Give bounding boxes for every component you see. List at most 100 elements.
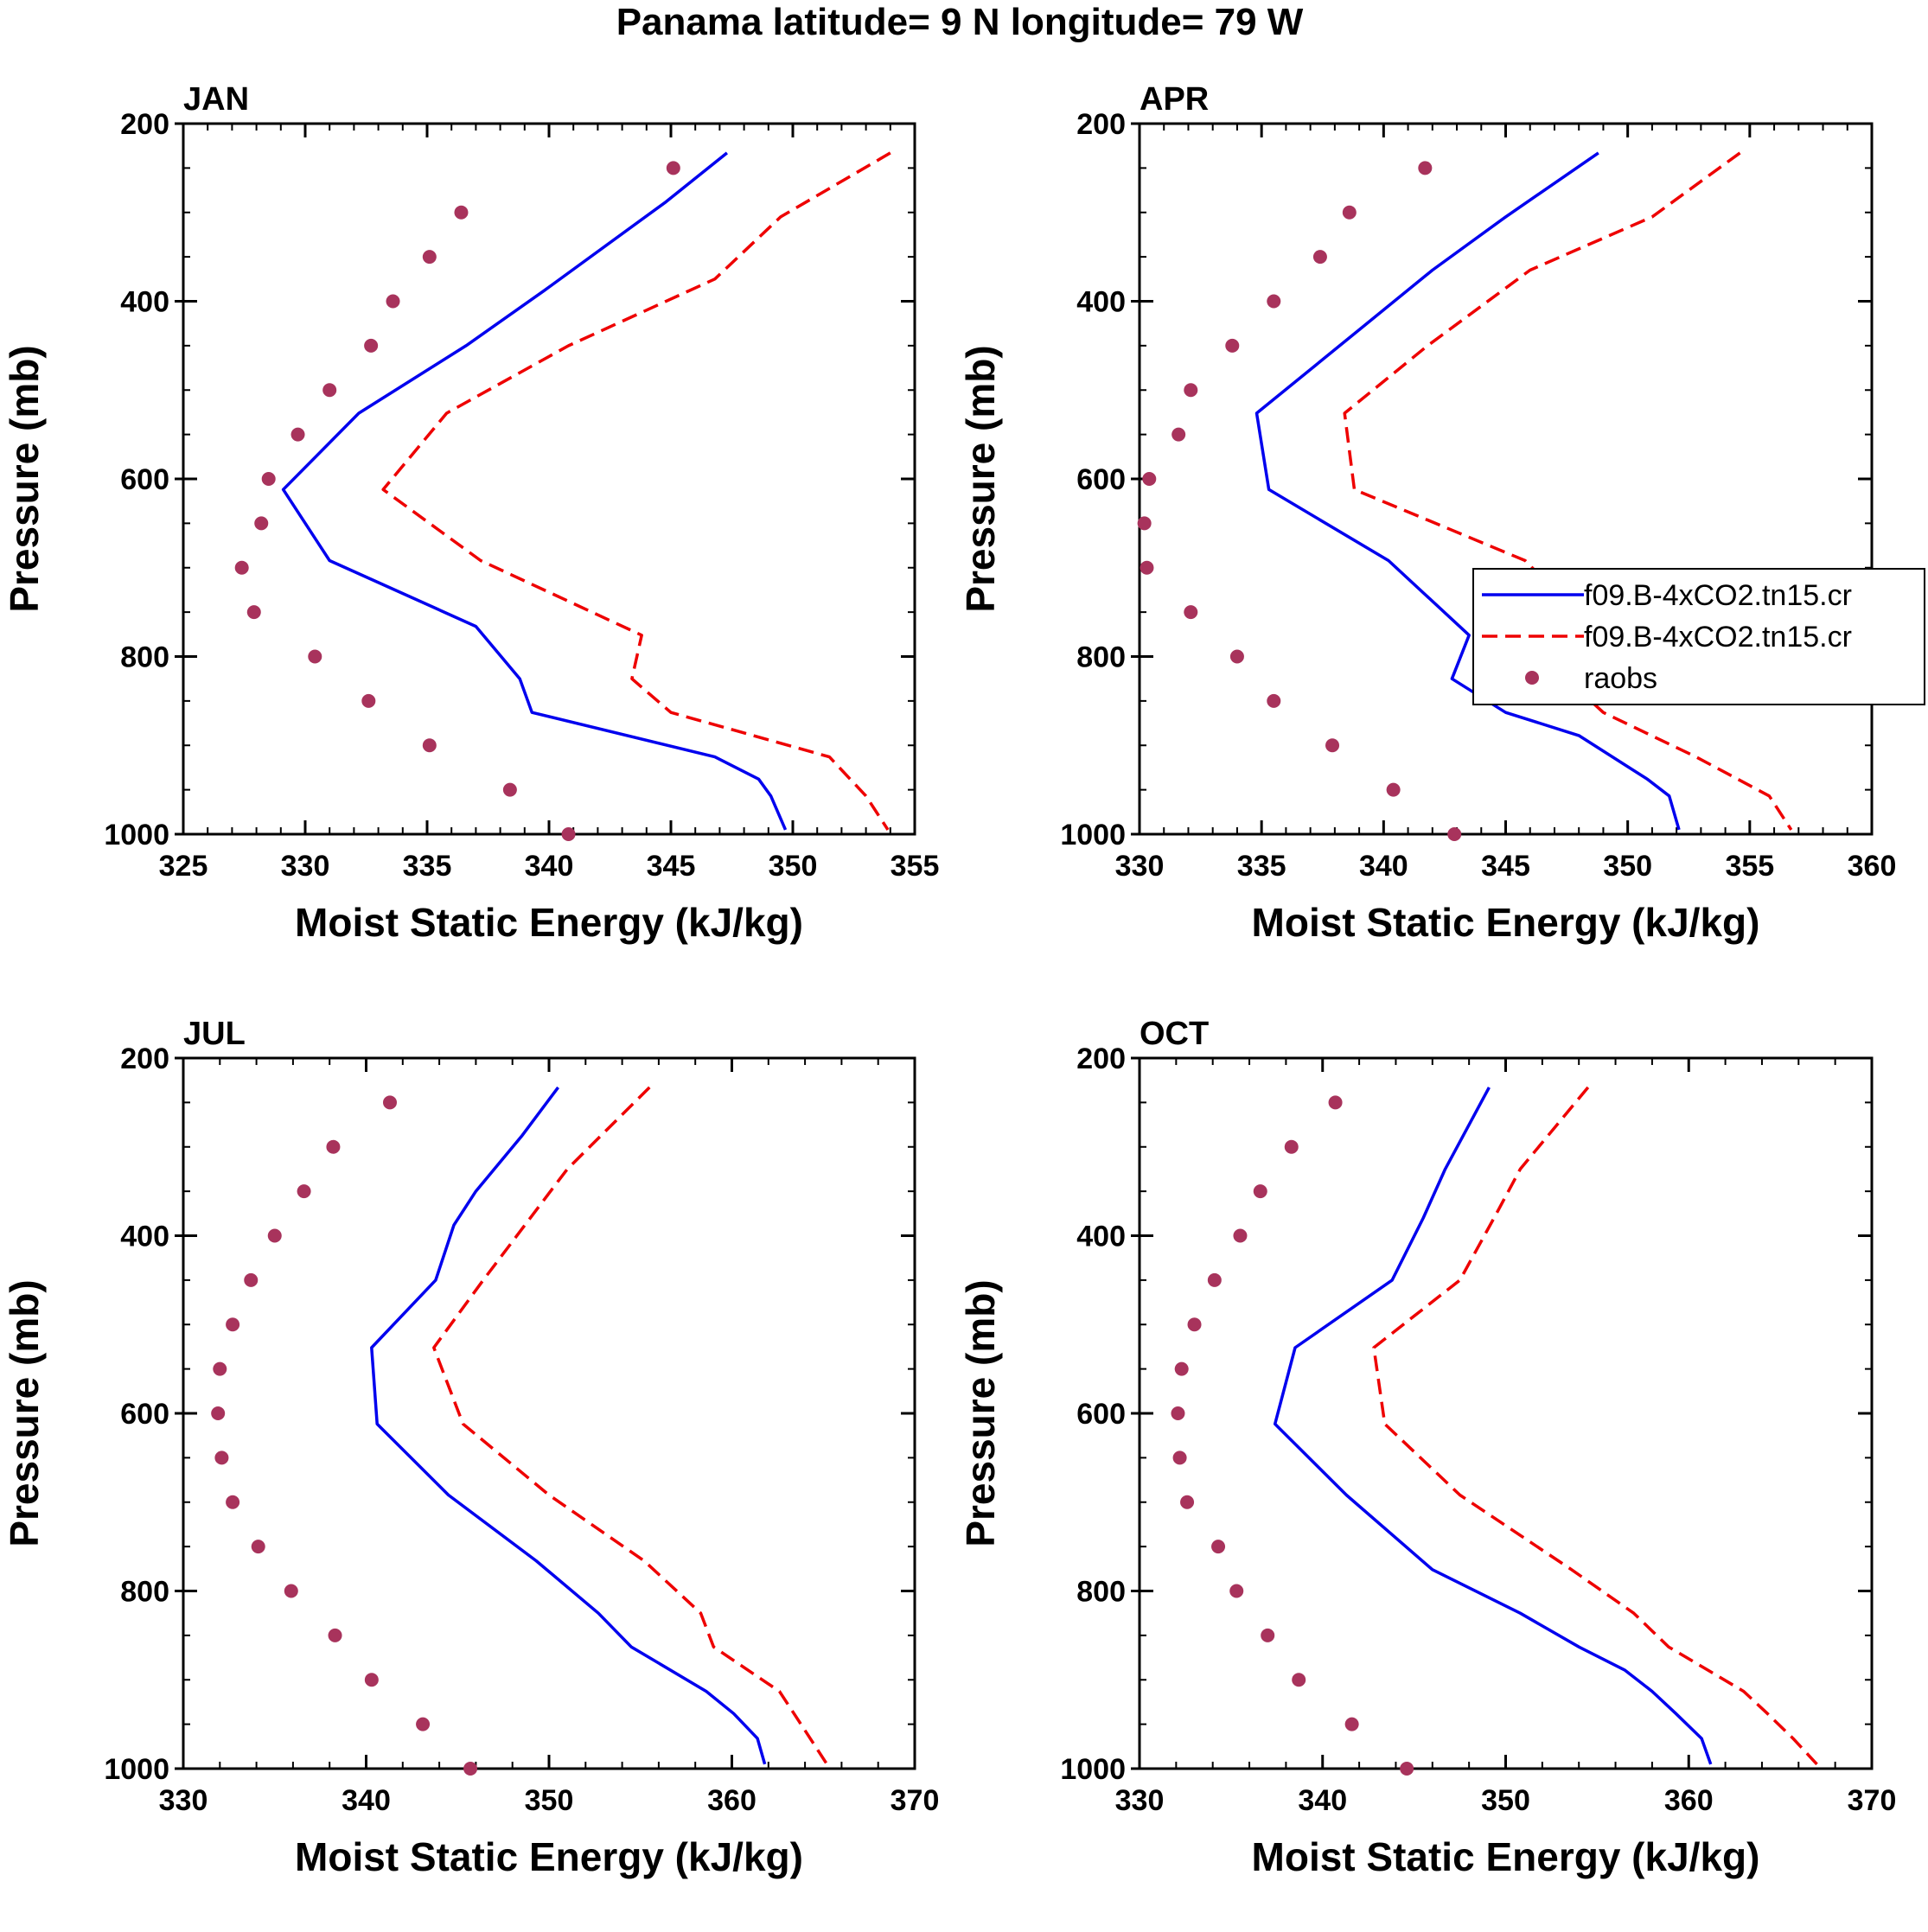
figure-title: Panama latitude= 9 N longitude= 79 W xyxy=(616,1,1304,43)
raobs-point xyxy=(322,383,337,398)
y-tick-label: 600 xyxy=(1076,1398,1126,1431)
raobs-point xyxy=(1253,1184,1267,1199)
series-line-solid xyxy=(1273,1087,1713,1765)
raobs-point xyxy=(1447,827,1462,841)
raobs-point xyxy=(1184,383,1198,398)
y-tick-label: 800 xyxy=(1076,641,1126,674)
x-tick-label: 335 xyxy=(1237,850,1286,883)
legend-box xyxy=(1472,568,1925,705)
x-tick-label: 360 xyxy=(1848,850,1897,883)
panel-apr: APR 330 335 340 345 350 355 360 200 400 600 800 1000… xyxy=(958,81,1896,945)
legend: f09.B-4xCO2.tn15.cr f09.B-4xCO2.tn15.cr ra… xyxy=(1472,568,1925,705)
panel-label: APR xyxy=(1140,81,1209,118)
raobs-point xyxy=(213,1361,227,1376)
y-tick-label: 800 xyxy=(120,1576,169,1609)
raobs-point xyxy=(1292,1673,1306,1687)
raobs-point xyxy=(1267,294,1281,309)
y-tick-label: 800 xyxy=(1076,1576,1126,1609)
x-tick-label: 345 xyxy=(647,850,696,883)
y-axis-title: Pressure (mb) xyxy=(958,1279,1003,1546)
raobs-point xyxy=(1225,338,1240,353)
y-axis-title: Pressure (mb) xyxy=(2,1279,47,1546)
raobs-point xyxy=(234,560,249,575)
raobs-point xyxy=(1142,472,1157,486)
series-line-dashed xyxy=(381,151,891,831)
raobs-point xyxy=(361,693,376,708)
raobs-point xyxy=(1328,1095,1343,1110)
plot-frame xyxy=(1138,122,1874,836)
y-tick-label: 400 xyxy=(1076,286,1126,319)
raobs-point xyxy=(1267,693,1281,708)
raobs-point xyxy=(1171,427,1186,442)
panel-label: OCT xyxy=(1140,1016,1209,1052)
y-tick-label: 200 xyxy=(1076,1043,1126,1075)
raobs-point xyxy=(308,649,322,664)
y-tick-label: 600 xyxy=(1076,463,1126,496)
x-tick-label: 345 xyxy=(1481,850,1530,883)
x-tick-label: 340 xyxy=(525,850,574,883)
series-line-solid xyxy=(370,1086,767,1765)
y-tick-label: 600 xyxy=(120,463,169,496)
raobs-point xyxy=(1140,560,1154,575)
x-tick-label: 360 xyxy=(1664,1784,1714,1817)
raobs-point xyxy=(1386,782,1401,797)
y-axis-title: Pressure (mb) xyxy=(2,345,47,612)
raobs-point xyxy=(1180,1495,1195,1509)
x-tick-label: 335 xyxy=(403,850,452,883)
x-tick-label: 340 xyxy=(1359,850,1408,883)
series-line-solid xyxy=(1254,151,1681,831)
raobs-point xyxy=(254,516,269,531)
raobs-point xyxy=(1171,1406,1185,1420)
x-tick-label: 370 xyxy=(891,1784,940,1817)
raobs-point xyxy=(328,1628,342,1642)
raobs-point xyxy=(1172,1451,1187,1465)
x-tick-label: 350 xyxy=(1603,850,1652,883)
y-tick-label: 200 xyxy=(1076,108,1126,141)
raobs-point xyxy=(1211,1540,1226,1554)
raobs-point xyxy=(1174,1361,1189,1376)
raobs-point xyxy=(226,1317,240,1332)
x-tick-label: 355 xyxy=(891,850,940,883)
x-tick-label: 340 xyxy=(342,1784,391,1817)
x-tick-label: 330 xyxy=(1115,1784,1165,1817)
raobs-point xyxy=(284,1584,298,1598)
raobs-point xyxy=(1233,1228,1248,1243)
raobs-point xyxy=(502,782,517,797)
x-tick-label: 350 xyxy=(769,850,818,883)
x-axis-title: Moist Static Energy (kJ/kg) xyxy=(1252,1834,1760,1879)
y-tick-label: 200 xyxy=(120,108,169,141)
raobs-point xyxy=(1229,649,1244,664)
x-tick-label: 330 xyxy=(1115,850,1165,883)
raobs-point xyxy=(1207,1272,1222,1287)
raobs-point xyxy=(1418,161,1433,175)
x-tick-label: 355 xyxy=(1725,850,1774,883)
y-tick-label: 1000 xyxy=(104,1753,169,1786)
x-tick-label: 330 xyxy=(159,1784,208,1817)
raobs-point xyxy=(261,472,276,486)
raobs-point xyxy=(246,605,261,620)
raobs-point xyxy=(454,205,469,220)
raobs-point xyxy=(267,1228,282,1243)
series-line-solid xyxy=(281,151,788,831)
raobs-point xyxy=(1325,738,1340,753)
y-tick-label: 600 xyxy=(120,1398,169,1431)
plot-frame xyxy=(182,1056,916,1770)
plot-frame xyxy=(1138,1056,1874,1770)
raobs-point xyxy=(1187,1317,1202,1332)
raobs-point xyxy=(1137,516,1152,531)
raobs-point xyxy=(214,1451,229,1465)
x-tick-label: 360 xyxy=(707,1784,757,1817)
x-axis-title: Moist Static Energy (kJ/kg) xyxy=(1252,900,1760,945)
raobs-point xyxy=(386,294,400,309)
y-tick-label: 400 xyxy=(120,286,169,319)
x-tick-label: 325 xyxy=(159,850,208,883)
series-line-dashed xyxy=(1343,151,1793,831)
raobs-point xyxy=(422,250,437,265)
x-tick-label: 350 xyxy=(1481,1784,1530,1817)
legend-label: f09.B-4xCO2.tn15.cr xyxy=(1584,579,1852,612)
panel-oct: OCT 330 340 350 360 370 200 400 600 800 1000 Moist … xyxy=(958,1016,1896,1879)
raobs-point xyxy=(251,1540,265,1554)
raobs-point xyxy=(382,1095,397,1110)
raobs-point xyxy=(364,338,379,353)
